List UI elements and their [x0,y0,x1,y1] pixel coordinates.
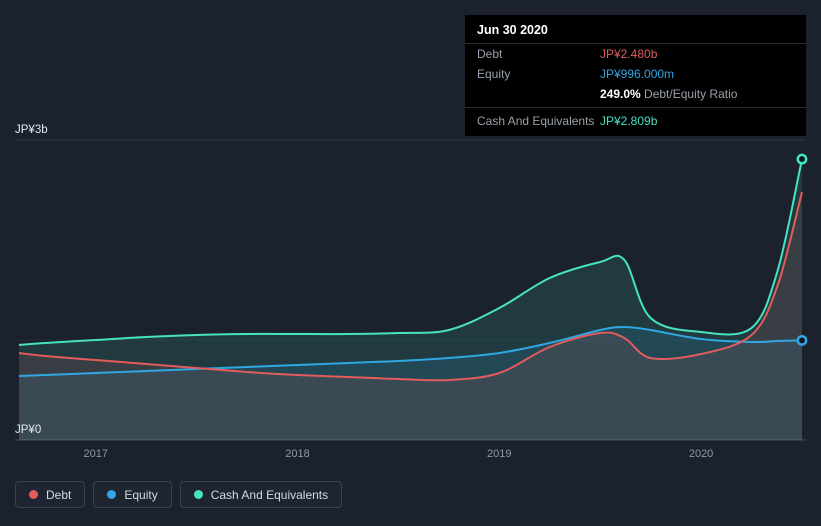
tooltip-cash-value: JP¥2.809b [600,114,658,128]
legend-item-debt[interactable]: Debt [15,481,86,508]
legend-item-equity[interactable]: Equity [93,481,172,508]
debt-series-dot-icon [29,490,38,499]
legend-item-cash[interactable]: Cash And Equivalents [179,481,343,508]
svg-text:2019: 2019 [487,448,511,460]
chart-legend: Debt Equity Cash And Equivalents [15,481,343,508]
tooltip-ratio-percent: 249.0% [600,87,641,101]
chart-svg[interactable]: JP¥3b JP¥0 2017 2018 2019 2020 [0,0,821,470]
tooltip-equity-label: Equity [477,67,511,81]
tooltip-ratio-value: 249.0% Debt/Equity Ratio [600,86,794,102]
chart-tooltip: Jun 30 2020 Debt JP¥2.480b Equity JP¥996… [465,15,806,136]
svg-text:2017: 2017 [83,448,107,460]
tooltip-row-debt: Debt JP¥2.480b [465,44,806,64]
legend-cash-label: Cash And Equivalents [210,487,329,502]
tooltip-row-equity: Equity JP¥996.000m [465,64,806,84]
svg-text:2018: 2018 [285,448,309,460]
tooltip-date: Jun 30 2020 [465,15,806,44]
svg-text:JP¥0: JP¥0 [15,424,41,436]
tooltip-row-ratio: 249.0% Debt/Equity Ratio [465,84,806,104]
tooltip-debt-label: Debt [477,47,503,61]
svg-text:JP¥3b: JP¥3b [15,124,48,136]
tooltip-cash-label: Cash And Equivalents [477,114,595,128]
equity-series-dot-icon [107,490,117,499]
tooltip-ratio-label: Debt/Equity Ratio [644,87,738,101]
tooltip-equity-value: JP¥996.000m [600,67,675,81]
cash-series-dot-icon [193,490,203,499]
svg-text:2020: 2020 [689,448,713,460]
tooltip-debt-value: JP¥2.480b [600,47,658,61]
tooltip-row-cash: Cash And Equivalents JP¥2.809b [465,107,806,136]
legend-debt-label: Debt [46,487,72,502]
legend-equity-label: Equity [124,487,158,502]
